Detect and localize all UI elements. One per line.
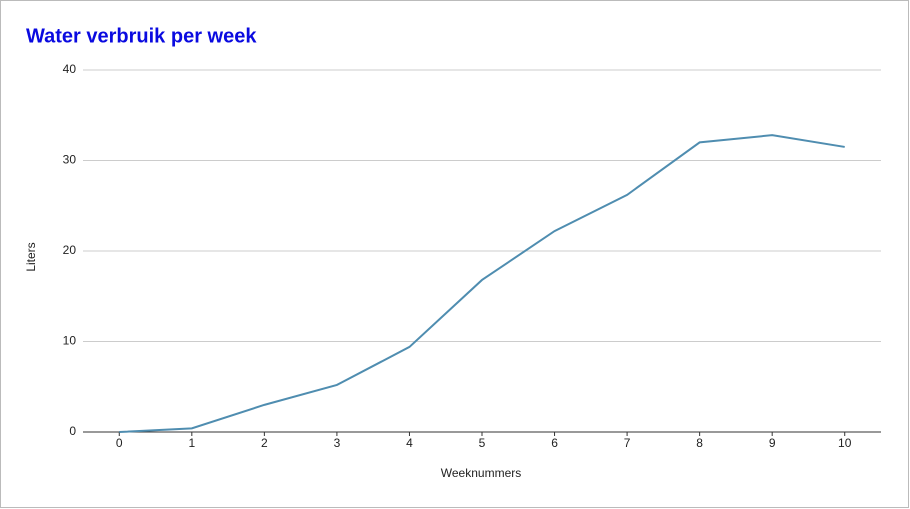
- x-tick-label: 6: [551, 436, 558, 450]
- x-tick-label: 0: [116, 436, 123, 450]
- x-tick-label: 10: [838, 436, 852, 450]
- y-tick-label: 40: [63, 62, 77, 76]
- x-tick-label: 1: [188, 436, 195, 450]
- y-tick-label: 0: [69, 424, 76, 438]
- y-tick-label: 20: [63, 243, 77, 257]
- y-tick-label: 30: [63, 153, 77, 167]
- x-tick-label: 7: [624, 436, 631, 450]
- data-line: [119, 134, 845, 433]
- x-tick-label: 4: [406, 436, 413, 450]
- x-axis-title: Weeknummers: [441, 466, 521, 480]
- x-tick-label: 9: [769, 436, 776, 450]
- y-axis-title: Liters: [24, 242, 38, 271]
- x-tick-label: 5: [479, 436, 486, 450]
- chart-title: Water verbruik per week: [26, 25, 257, 47]
- x-tick-label: 8: [696, 436, 703, 450]
- y-tick-label: 10: [63, 334, 77, 348]
- x-tick-label: 2: [261, 436, 268, 450]
- x-tick-label: 3: [334, 436, 341, 450]
